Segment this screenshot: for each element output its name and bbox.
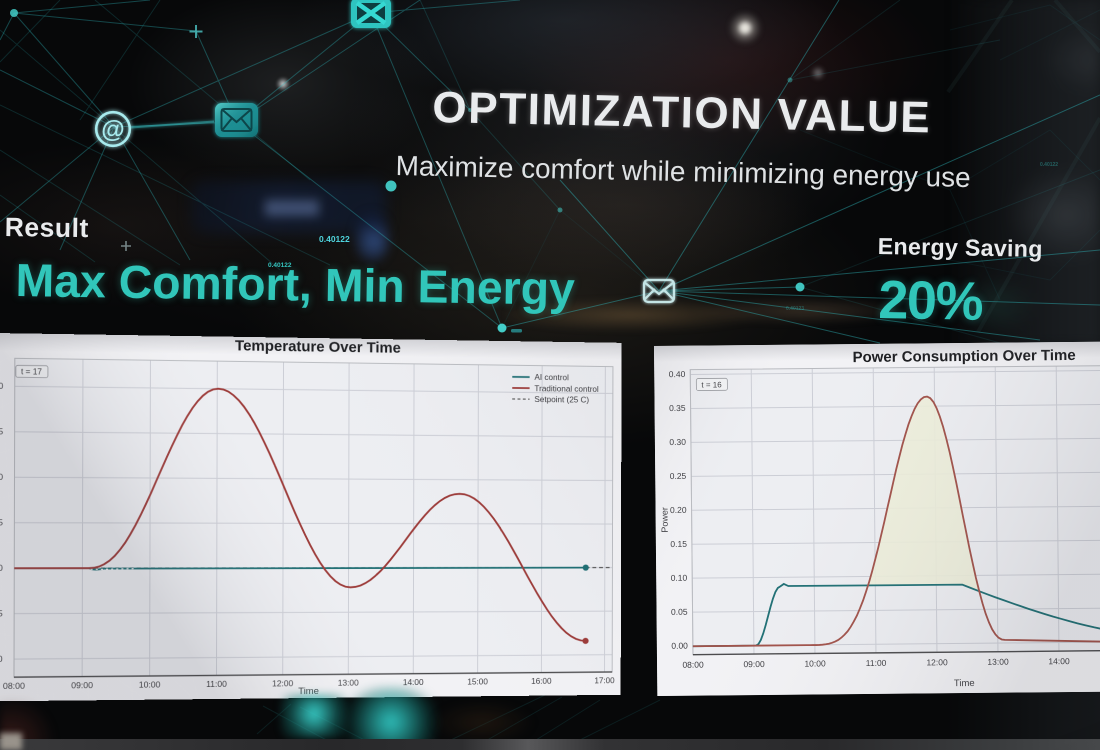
svg-text:@: @ (101, 117, 124, 144)
svg-text:0.40122: 0.40122 (1040, 162, 1058, 168)
svg-text:0.40123: 0.40123 (786, 306, 804, 312)
svg-text:0.40122: 0.40122 (268, 262, 292, 269)
svg-text:0.40122: 0.40122 (319, 234, 350, 244)
